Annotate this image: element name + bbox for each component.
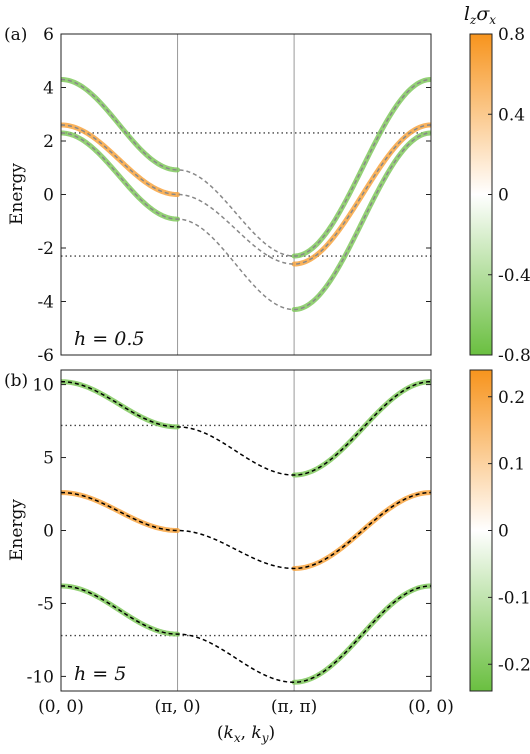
x-tick-label: (π, 0) bbox=[155, 697, 201, 717]
panel-b-band-3-highlight-2 bbox=[291, 583, 431, 685]
panel-b-band-3-line bbox=[61, 585, 431, 683]
x-tick-label: (π, π) bbox=[271, 697, 317, 717]
panel-b-colorbar-tick-label: 0.2 bbox=[498, 388, 525, 408]
panel-a-colorbar-tick-label: -0.4 bbox=[498, 266, 530, 286]
panel-b-band-2-line bbox=[61, 491, 431, 570]
panel-b-colorbar-ticks: 0.2 0.1 0 -0.1 -0.2 bbox=[488, 388, 530, 675]
panel-a-colorbar: 0.8 0.4 0 -0.4 -0.8 bbox=[469, 25, 530, 366]
panel-b-colorbar: 0.2 0.1 0 -0.1 -0.2 bbox=[469, 369, 530, 692]
panel-b-y-tick-label: 5 bbox=[43, 449, 54, 469]
panel-b-y-axis: -10 -5 0 5 10 bbox=[27, 376, 431, 687]
panel-b: -10 -5 0 5 10 (b) Energy h = 5 0.2 0.1 0 -0.1 -0… bbox=[4, 369, 530, 692]
x-axis: (0, 0) (π, 0) (π, π) (0, 0) bbox=[38, 697, 454, 717]
panel-b-colorbar-tick-label: 0.1 bbox=[498, 455, 525, 475]
panel-a-band-3-highlight-1 bbox=[61, 130, 181, 222]
panel-a-band-1-highlight-1 bbox=[61, 76, 181, 173]
panel-a-y-tick-label: -4 bbox=[37, 293, 54, 313]
panel-b-colorbar-tick-label: -0.2 bbox=[498, 655, 530, 675]
panel-b-band-2-highlight-2 bbox=[291, 490, 431, 571]
panel-b-colorbar-tick-label: -0.1 bbox=[498, 588, 530, 608]
panel-b-annotation: h = 5 bbox=[74, 663, 126, 685]
colorbar-label: lzσx bbox=[464, 3, 496, 27]
panel-b-plot-area bbox=[61, 370, 431, 691]
panel-a-y-tick-label: 2 bbox=[43, 132, 54, 152]
panel-a-plot-area bbox=[61, 34, 431, 355]
panel-a-colorbar-tick-label: 0.4 bbox=[498, 105, 525, 125]
panel-b-colorbar-tick-label: 0 bbox=[498, 522, 509, 542]
panel-b-band-1-line bbox=[61, 380, 431, 476]
panel-a-colorbar-ticks: 0.8 0.4 0 -0.4 -0.8 bbox=[488, 25, 530, 366]
panel-a-y-tick-label: 4 bbox=[43, 79, 54, 99]
panel-a-band-1-line bbox=[61, 78, 431, 257]
panel-a: -6 -4 -2 0 2 4 6 (a) Energy h = 0.5 0.8 0.4 0 -0.… bbox=[4, 25, 530, 366]
panel-b-y-label: Energy bbox=[7, 499, 27, 561]
panel-b-y-tick-label: 0 bbox=[43, 522, 54, 542]
x-axis-label: (kx, ky) bbox=[217, 723, 275, 745]
panel-a-y-tick-label: -6 bbox=[37, 346, 54, 366]
panel-b-y-tick-label: -10 bbox=[27, 667, 54, 687]
panel-a-y-axis: -6 -4 -2 0 2 4 6 bbox=[37, 25, 431, 366]
x-tick-label: (0, 0) bbox=[38, 697, 84, 717]
panel-a-y-tick-label: -2 bbox=[37, 239, 54, 259]
panel-a-colorbar-tick-label: 0 bbox=[498, 186, 509, 206]
panel-a-label: (a) bbox=[4, 25, 27, 45]
x-tick-label: (0, 0) bbox=[408, 697, 454, 717]
panel-a-colorbar-tick-label: 0.8 bbox=[498, 25, 525, 45]
panel-b-band-2-highlight-1 bbox=[61, 490, 181, 533]
panel-a-y-tick-label: 0 bbox=[43, 186, 54, 206]
panel-b-label: (b) bbox=[4, 371, 28, 391]
panel-b-y-tick-label: -5 bbox=[37, 594, 54, 614]
panel-a-annotation: h = 0.5 bbox=[74, 328, 144, 350]
panel-a-band-3-line bbox=[61, 132, 431, 311]
panel-a-band-2-highlight-1 bbox=[61, 122, 181, 197]
panel-a-colorbar-tick-label: -0.8 bbox=[498, 346, 530, 366]
panel-b-y-tick-label: 10 bbox=[32, 376, 54, 396]
panel-a-y-tick-label: 6 bbox=[43, 25, 54, 45]
panel-a-y-label: Energy bbox=[7, 163, 27, 225]
